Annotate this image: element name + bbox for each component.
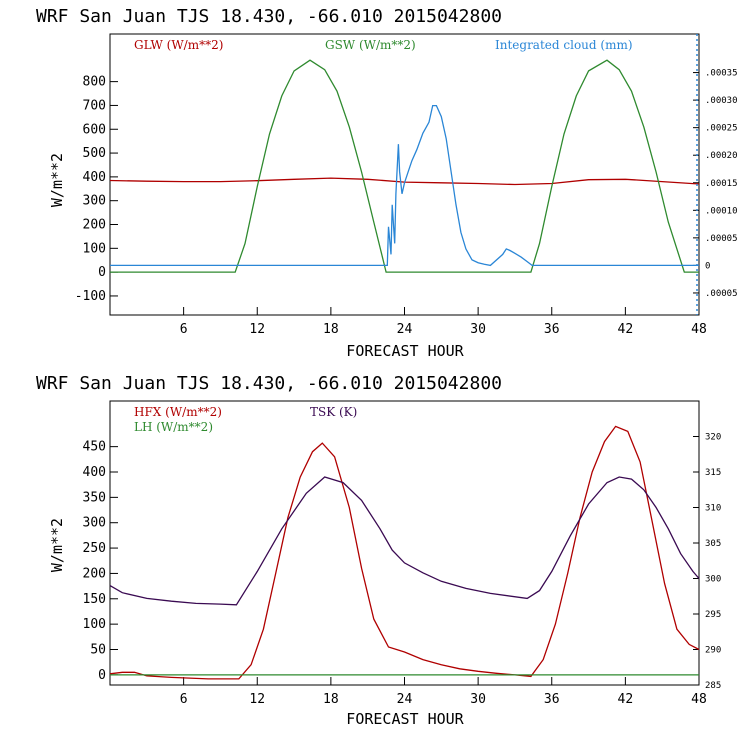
chart-2-x-tick-label: 18: [323, 692, 339, 707]
chart-1-x-tick-label: 6: [180, 322, 188, 337]
chart-2-legend-hfx: HFX (W/m**2): [134, 405, 222, 419]
chart-2-y-tick-label: 300: [83, 516, 106, 531]
chart-1-x-tick-label: 18: [323, 322, 339, 337]
chart-1-x-axis-label: FORECAST HOUR: [346, 342, 464, 360]
chart-1-y-tick-label: 300: [83, 194, 106, 209]
chart-1-x-tick-label: 36: [544, 322, 560, 337]
chart-2-title: WRF San Juan TJS 18.430, -66.010 2015042…: [36, 373, 502, 394]
chart-2-y-tick-label: 100: [83, 617, 106, 632]
chart-2-y2-tick-label: 305: [705, 539, 721, 549]
chart-1-legend-gsw: GSW (W/m**2): [325, 38, 416, 52]
chart-1-legend-cloud: Integrated cloud (mm): [495, 38, 633, 52]
chart-2-series-hfx-line: [109, 425, 700, 680]
chart-2-x-tick-label: 12: [249, 692, 265, 707]
chart-2-x-axis-label: FORECAST HOUR: [346, 710, 464, 728]
chart-1-y-tick-label: 0: [98, 265, 106, 280]
chart-1-series-gsw-line: [110, 59, 699, 273]
chart-2-series-tsk-line: [109, 476, 700, 606]
chart-2-x-tick-label: 30: [470, 692, 486, 707]
chart-1-y2-tick-label: .00005: [705, 289, 738, 299]
chart-2-y2-tick-label: 285: [705, 681, 721, 691]
chart-1-y-axis-label: W/m**2: [48, 153, 66, 207]
chart-1-y2-tick-label: .00030: [705, 96, 738, 106]
chart-2-frame: [109, 400, 700, 686]
chart-2-y2-tick-label: 295: [705, 610, 721, 620]
chart-1-y2-tick-label: .00005: [705, 234, 738, 244]
chart-2-y-tick-label: 0: [98, 668, 106, 683]
chart-1-series-integrated-line: [110, 104, 699, 267]
chart-1-x-tick-label: 12: [249, 322, 265, 337]
chart-1-frame: [109, 33, 700, 316]
chart-1-title: WRF San Juan TJS 18.430, -66.010 2015042…: [36, 6, 502, 27]
chart-1-legend-glw: GLW (W/m**2): [134, 38, 223, 52]
chart-1-y-tick-label: 100: [83, 241, 106, 256]
chart-2-y2-tick-label: 315: [705, 468, 721, 478]
chart-2-x-tick-label: 36: [544, 692, 560, 707]
chart-1-y2-tick-label: .00035: [705, 69, 738, 79]
chart-1-y2-tick-label: .00015: [705, 179, 738, 189]
chart-1-x-tick-label: 24: [397, 322, 413, 337]
chart-1-y-tick-label: 200: [83, 218, 106, 233]
chart-1-y-tick-label: 800: [83, 75, 106, 90]
chart-2-y-tick-label: 450: [83, 440, 106, 455]
chart-2-y-tick-label: 400: [83, 465, 106, 480]
chart-2-y-axis-label: W/m**2: [48, 518, 66, 572]
chart-1-y-tick-label: 600: [83, 122, 106, 137]
chart-1-y2-tick-label: .00020: [705, 151, 738, 161]
chart-1-y-tick-label: -100: [75, 289, 106, 304]
chart-2-y2-tick-label: 300: [705, 575, 721, 585]
chart-2-y-tick-label: 150: [83, 592, 106, 607]
chart-2-x-tick-label: 6: [180, 692, 188, 707]
chart-1-x-tick-label: 42: [618, 322, 634, 337]
chart-2-y2-tick-label: 320: [705, 433, 721, 443]
chart-2-y-tick-label: 200: [83, 566, 106, 581]
chart-1-y2-tick-label: .00010: [705, 206, 738, 216]
chart-2-y-tick-label: 350: [83, 490, 106, 505]
chart-2-y2-tick-label: 290: [705, 646, 721, 656]
chart-2-legend-lh: LH (W/m**2): [134, 420, 213, 434]
chart-2-y2-tick-label: 310: [705, 504, 721, 514]
chart-2-x-tick-label: 42: [618, 692, 634, 707]
chart-2-legend-tsk: TSK (K): [310, 405, 357, 419]
chart-2-y-tick-label: 50: [90, 643, 106, 658]
chart-1-y-tick-label: 700: [83, 98, 106, 113]
chart-2-x-tick-label: 24: [397, 692, 413, 707]
chart-2-x-tick-label: 48: [691, 692, 707, 707]
chart-1-y2-tick-label: .00025: [705, 124, 738, 134]
chart-1-y-tick-label: 500: [83, 146, 106, 161]
chart-1-x-tick-label: 30: [470, 322, 486, 337]
chart-2-y-tick-label: 250: [83, 541, 106, 556]
chart-1-y-tick-label: 400: [83, 170, 106, 185]
chart-1-x-tick-label: 48: [691, 322, 707, 337]
chart-1-y2-tick-label: 0: [705, 261, 710, 271]
